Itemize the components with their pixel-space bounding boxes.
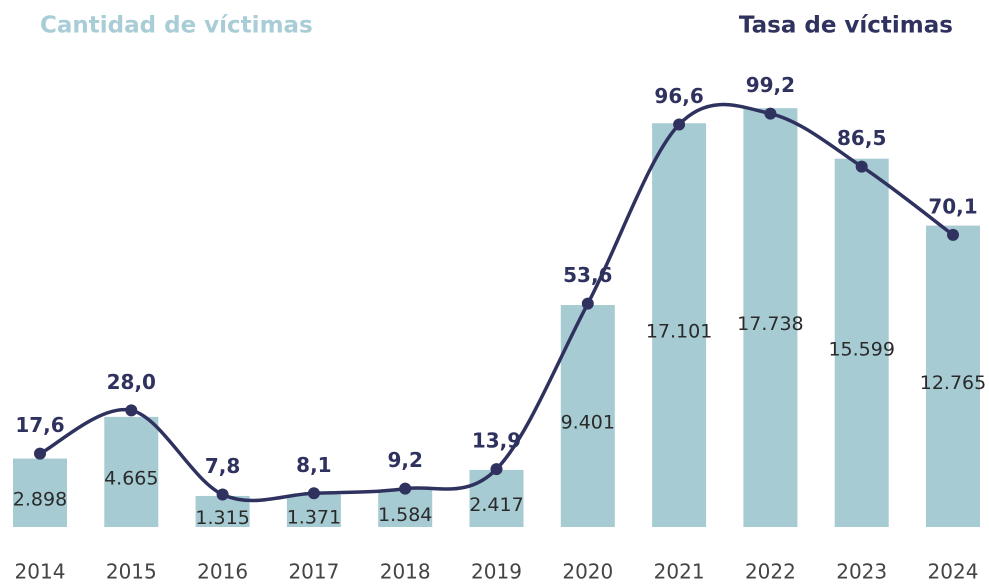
rate-line: [39, 102, 955, 503]
rate-value-label: 53,6: [563, 263, 612, 287]
rate-dot: [490, 463, 503, 476]
bar-value-label: 2.417: [469, 494, 523, 516]
bar: [104, 416, 159, 527]
rate-dot: [307, 487, 320, 500]
rate-dot: [399, 482, 412, 495]
bar: [13, 458, 67, 527]
bar: [378, 489, 433, 527]
bar-value-label: 1.315: [195, 507, 249, 529]
rate-dot: [216, 488, 229, 501]
bar-value-label: 4.665: [104, 467, 158, 489]
rate-value-label: 13,9: [472, 429, 521, 453]
rate-dot: [125, 404, 138, 417]
bar-value-label: 1.371: [287, 506, 341, 528]
bar-value-label: 9.401: [561, 412, 615, 434]
rate-value-label: 99,2: [746, 73, 795, 97]
rate-value-label: 9,2: [387, 448, 422, 472]
rate-dot: [34, 447, 46, 460]
rate-value-label: 8,1: [296, 453, 331, 477]
x-tick-label: 2016: [197, 560, 248, 584]
rate-dot: [947, 228, 959, 241]
bar-value-label: 2.898: [13, 488, 67, 510]
x-tick-label: 2024: [928, 560, 979, 584]
left-series-title: Cantidad de víctimas: [40, 13, 313, 39]
bar: [834, 158, 889, 527]
rate-value-label: 70,1: [928, 194, 977, 218]
x-tick-label: 2018: [380, 560, 431, 584]
rate-value-label: 17,6: [15, 413, 64, 437]
rate-dot: [673, 118, 686, 131]
bar: [926, 225, 980, 527]
bar: [469, 469, 524, 527]
bar-value-label: 1.584: [378, 504, 432, 526]
rate-dot: [764, 107, 777, 120]
bar-value-label: 17.101: [646, 321, 712, 343]
x-tick-label: 2023: [836, 560, 887, 584]
rate-dot: [581, 297, 594, 310]
bar-value-label: 15.599: [828, 338, 894, 360]
rate-value-label: 28,0: [107, 370, 156, 394]
x-tick-label: 2022: [745, 560, 796, 584]
x-tick-label: 2017: [288, 560, 339, 584]
x-tick-label: 2015: [106, 560, 157, 584]
bar: [286, 494, 341, 527]
bar: [652, 123, 707, 528]
x-tick-label: 2020: [562, 560, 613, 584]
rate-value-label: 96,6: [654, 84, 703, 108]
bar: [743, 108, 798, 528]
bar-value-label: 12.765: [920, 372, 986, 394]
rate-value-label: 86,5: [837, 126, 886, 150]
x-tick-label: 2019: [471, 560, 522, 584]
x-tick-label: 2014: [15, 560, 66, 584]
rate-dot: [855, 160, 868, 173]
rate-value-label: 7,8: [205, 454, 240, 478]
x-tick-label: 2021: [654, 560, 705, 584]
bar-value-label: 17.738: [737, 313, 803, 335]
right-series-title: Tasa de víctimas: [739, 13, 953, 39]
